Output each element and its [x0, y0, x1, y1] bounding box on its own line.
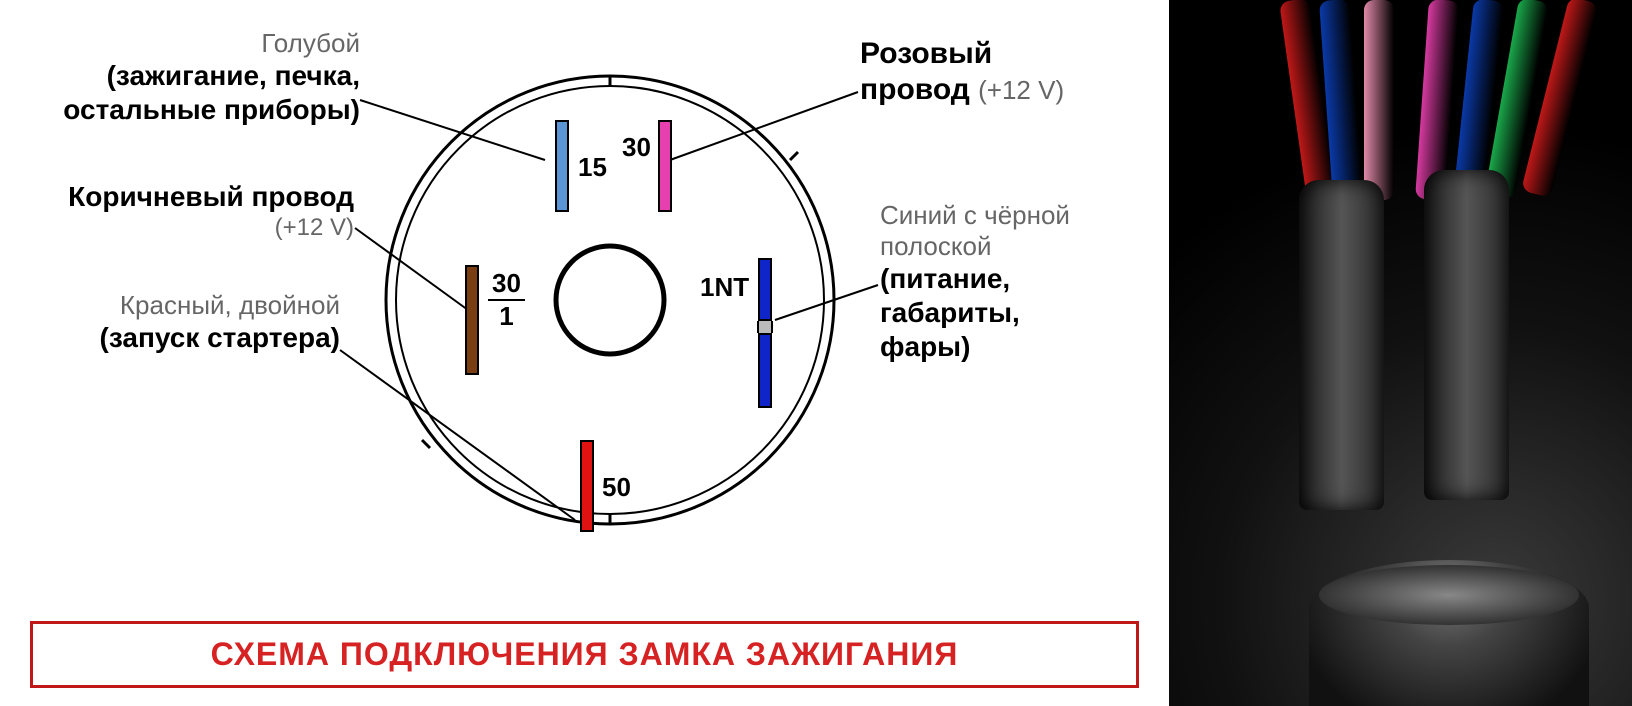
diagram-title: СХЕМА ПОДКЛЮЧЕНИЯ ЗАМКА ЗАЖИГАНИЯ — [211, 636, 959, 672]
terminal-slot-30/1 — [465, 265, 479, 375]
callout-blueblack: Синий с чёрнойполоской(питание,габариты,… — [880, 200, 1160, 363]
terminal-slot-1NT-top — [758, 258, 772, 321]
terminal-slot-30 — [658, 120, 672, 212]
terminal-slot-1NT-gap — [757, 321, 773, 333]
terminal-slot-1NT-bot — [758, 333, 772, 408]
terminal-number-30/1: 301 — [488, 268, 525, 332]
callout-pink: Розовыйпровод (+12 V) — [860, 36, 1160, 108]
photo-panel — [1169, 0, 1632, 706]
terminal-number-1NT: 1NT — [700, 272, 749, 303]
terminal-number-15: 15 — [578, 152, 607, 183]
ignition-circle: 15 30 301 1NT 50 — [370, 40, 850, 520]
callout-blue: Голубой(зажигание, печка,остальные прибо… — [10, 28, 360, 126]
ignition-barrel — [1309, 560, 1589, 706]
callout-red: Красный, двойной(запуск стартера) — [10, 290, 340, 355]
terminal-number-50: 50 — [602, 472, 631, 503]
photo-boot-0 — [1299, 180, 1384, 510]
terminal-slot-15 — [555, 120, 569, 212]
diagram-panel: 15 30 301 1NT 50 Голубой(зажигание, печка,ос… — [0, 0, 1169, 706]
photo-wire-2 — [1364, 0, 1394, 200]
photo-boot-1 — [1424, 170, 1509, 500]
diagram-title-box: СХЕМА ПОДКЛЮЧЕНИЯ ЗАМКА ЗАЖИГАНИЯ — [30, 621, 1139, 688]
terminal-slot-50 — [580, 440, 594, 532]
terminal-number-30: 30 — [622, 132, 651, 163]
callout-brown: Коричневый провод(+12 V) — [4, 180, 354, 242]
